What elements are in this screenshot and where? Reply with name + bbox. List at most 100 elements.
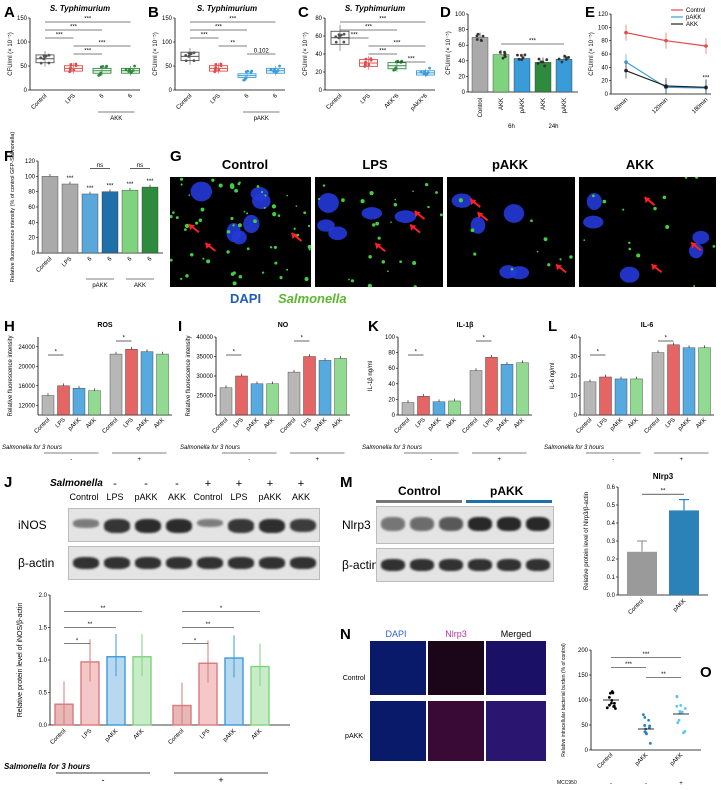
j-minus-label: - — [102, 775, 105, 785]
i-xtick-label: pAKK — [245, 417, 260, 432]
g-bacterium — [185, 274, 189, 278]
g-image-lps — [315, 177, 443, 287]
b-data-point — [184, 59, 188, 63]
a-ytick-label: 50 — [20, 64, 27, 70]
c-data-point — [369, 58, 373, 62]
f-ytick-label: 120 — [25, 159, 36, 165]
a-data-point — [39, 61, 43, 65]
j-xtick-label: pAKK — [104, 728, 119, 743]
panel-letter-e: E — [585, 4, 596, 21]
k-bar — [469, 370, 483, 416]
j-band-inos — [259, 519, 285, 534]
o-data-point — [676, 721, 680, 725]
j-blot-inos — [68, 508, 320, 542]
e-legend-label: AKK — [686, 22, 698, 28]
g-bacterium — [189, 253, 194, 257]
a-data-point — [128, 68, 131, 71]
g-nucleus — [583, 215, 604, 229]
m-band-nlrp3 — [468, 517, 492, 531]
j-band-inos — [290, 519, 316, 533]
h-xtick-label: pAKK — [67, 417, 82, 432]
c-sig-label: *** — [365, 25, 373, 31]
k-minus-label: - — [430, 457, 432, 463]
c-data-point — [367, 63, 371, 67]
b-sig-label: *** — [201, 33, 209, 39]
d-data-point — [520, 58, 524, 62]
i-ylabel: Relative fluorescence intensity — [186, 335, 192, 416]
o-data-point — [679, 703, 683, 707]
a-group-label: AKK — [110, 116, 122, 122]
j-band-inos — [197, 519, 223, 528]
g-arrow-head — [651, 264, 658, 271]
o-ytick-label: 50 — [581, 723, 588, 729]
panel-o-chart: 0 50 100 150 200 Relative intracellular bacte… — [557, 643, 701, 787]
k-bar — [500, 364, 514, 416]
f-xtick-label: 6 — [87, 256, 94, 263]
i-bar — [318, 360, 332, 416]
k-title: IL-1β — [457, 322, 474, 329]
k-xtick-label: AKK — [445, 417, 458, 430]
g-bacterium — [277, 214, 281, 217]
i-xtick-label: LPS — [301, 417, 313, 429]
e-xtick-label: 60min — [614, 97, 630, 113]
b-ytick-label: 0 — [169, 88, 173, 94]
f-bar — [121, 189, 139, 254]
i-plus-label: + — [315, 457, 319, 463]
j-sig-label: * — [220, 606, 223, 612]
g-bacterium — [636, 253, 641, 258]
g-nucleus — [317, 192, 339, 213]
a-sig-label: *** — [56, 33, 64, 39]
o-mcc-sign: + — [679, 781, 683, 787]
c-data-point — [419, 70, 423, 74]
g-bacterium — [693, 284, 696, 287]
e-ytick-label: 40 — [601, 65, 608, 71]
panel-j-chart: 0.0 0.5 1.0 1.5 2.0 Relative protein level of… — [4, 593, 290, 785]
g-arrow-head — [375, 243, 382, 250]
panel-h: ROS 12000 16000 20000 24000 Relative fluoresc… — [0, 315, 178, 470]
j-lane-label: AKK — [291, 492, 310, 502]
g-arrow-head — [291, 233, 298, 240]
c-data-point — [337, 36, 341, 40]
j-protein-inos: iNOS — [18, 518, 47, 532]
j-sig-label: ** — [101, 606, 106, 612]
g-bacterium — [230, 216, 234, 221]
g-bacterium — [183, 228, 187, 231]
d-data-point — [564, 58, 568, 61]
n-col-dapi: DAPI — [385, 629, 407, 639]
f-xtick-label: 6 — [147, 256, 154, 263]
m-sig-label: ** — [661, 489, 666, 495]
g-nucleus — [470, 216, 486, 234]
h-xtick-label: AKK — [153, 417, 166, 430]
k-ytick-label: 40 — [388, 382, 395, 388]
m-ytick-label: 0.0 — [607, 593, 616, 599]
g-bacterium — [425, 182, 429, 187]
c-ytick-label: 60 — [315, 34, 322, 40]
panel-o: 0 50 100 150 200 Relative intracellular bacte… — [555, 640, 721, 790]
o-mcc-sign: - — [610, 781, 612, 787]
b-data-point — [274, 70, 278, 74]
j-lane-label: LPS — [230, 492, 248, 502]
g-bacterium — [393, 202, 398, 207]
j-lane-label: Control — [193, 492, 223, 502]
o-data-point — [610, 701, 613, 705]
g-arrow-head — [188, 224, 195, 231]
h-bar — [88, 390, 101, 416]
i-sig-label: * — [233, 350, 236, 356]
g-bacterium — [260, 190, 264, 194]
g-arrow-head — [691, 242, 698, 249]
d-ytick-label: 60 — [458, 43, 465, 49]
c-ylabel: CFU/ml (× 10⁻⁵) — [302, 32, 309, 76]
k-bar — [417, 396, 430, 416]
b-ytick-label: 50 — [165, 64, 172, 70]
d-ytick-label: 20 — [458, 74, 465, 80]
panel-c: S. Typhimurium 0 20 40 60 80 CFU/ml (× 10⁻⁵) C… — [295, 0, 440, 145]
g-bacterium — [286, 268, 289, 271]
a-sig-label: *** — [84, 49, 92, 55]
panel-b-title: S. Typhimurium — [196, 4, 258, 13]
j-sign: - — [175, 478, 179, 490]
g-bacterium — [360, 199, 365, 204]
b-group-label: pAKK — [254, 116, 269, 122]
f-group-label: AKK — [134, 283, 146, 289]
g-bacterium — [367, 283, 372, 287]
e-legend-label: pAKK — [686, 15, 701, 21]
